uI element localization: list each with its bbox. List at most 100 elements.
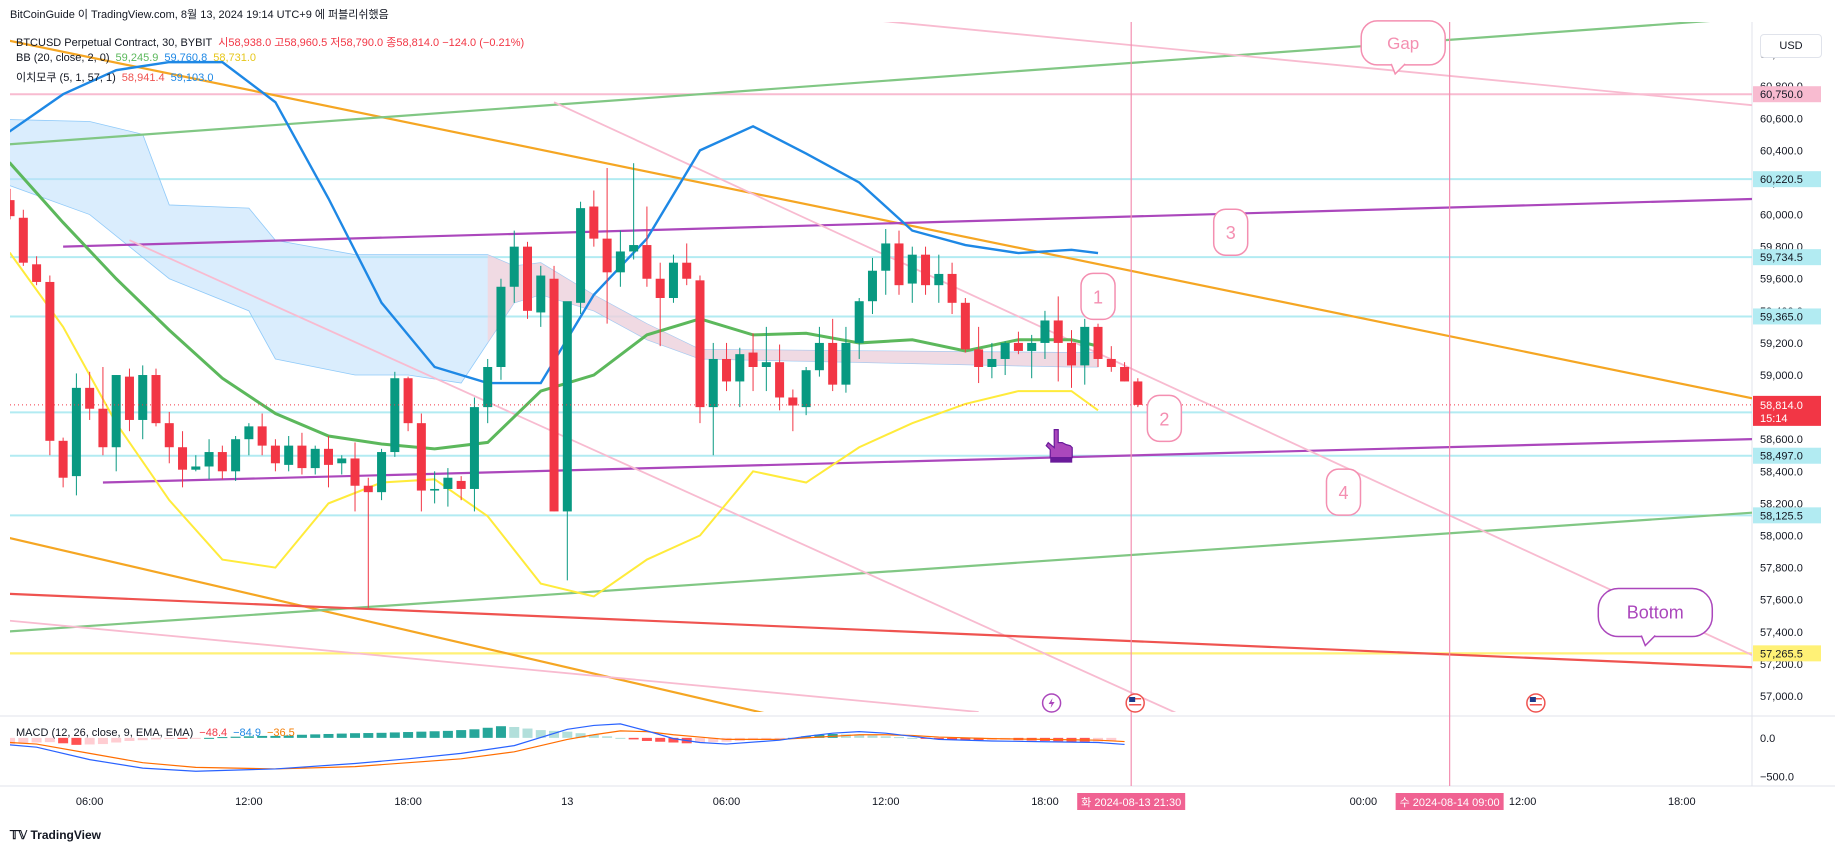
price-tick-label: 58,600.0 bbox=[1760, 434, 1803, 446]
candle-up bbox=[204, 452, 214, 467]
macd-histogram-bar bbox=[549, 730, 560, 738]
macd-histogram-bar bbox=[947, 737, 958, 740]
bb-label[interactable]: BB (20, close, 2, 0) bbox=[16, 52, 110, 64]
macd-histogram-bar bbox=[323, 733, 334, 738]
candle-down bbox=[722, 358, 732, 382]
candle-up bbox=[469, 407, 479, 489]
bottom-label: Bottom bbox=[1627, 603, 1684, 623]
wave-label-3: 3 bbox=[1226, 223, 1236, 243]
candle-down bbox=[257, 426, 267, 446]
us-flag-event-icon bbox=[1526, 693, 1546, 713]
level-price-badge bbox=[1753, 645, 1821, 662]
macd-line bbox=[10, 723, 1125, 772]
candle-up bbox=[814, 342, 824, 371]
level-price-label: 59,734.5 bbox=[1760, 252, 1803, 264]
macd-histogram-bar bbox=[217, 737, 228, 739]
candle-down bbox=[1106, 358, 1116, 367]
candle-down bbox=[10, 200, 15, 217]
bottom-callout-tail bbox=[1640, 634, 1656, 647]
trend-line-pink bbox=[553, 101, 1752, 656]
ichimoku-legend: 이치모쿠 (5, 1, 57, 1) 58,941.4 59,103.0 bbox=[16, 69, 219, 85]
flag-stripe bbox=[1129, 704, 1142, 706]
candle-down bbox=[323, 448, 333, 465]
tradingview-logo[interactable]: 𝕋𝕍 TradingView bbox=[10, 828, 101, 842]
level-price-badge bbox=[1753, 86, 1821, 103]
macd-histogram-bar bbox=[429, 731, 440, 738]
level-price-label: 60,750.0 bbox=[1760, 89, 1803, 101]
candle-down bbox=[523, 246, 533, 311]
macd-label[interactable]: MACD (12, 26, close, 9, EMA, EMA) bbox=[16, 727, 194, 739]
price-tick-label: 59,000.0 bbox=[1760, 370, 1803, 382]
macd-histogram-bar bbox=[973, 737, 984, 741]
candle-up bbox=[390, 378, 400, 453]
candle-up bbox=[284, 445, 294, 465]
ichimoku-label[interactable]: 이치모쿠 (5, 1, 57, 1) bbox=[16, 72, 116, 84]
candle-up bbox=[111, 375, 121, 448]
currency-button[interactable]: USD bbox=[1760, 34, 1822, 58]
ichimoku-cloud-bearish bbox=[487, 254, 1099, 367]
macd-histogram-bar bbox=[389, 732, 400, 738]
candle-down bbox=[98, 408, 108, 448]
candle-down bbox=[589, 206, 599, 239]
bb-basis-line bbox=[10, 161, 1099, 451]
candle-up bbox=[907, 254, 917, 284]
candle-down bbox=[32, 264, 42, 282]
candle-down bbox=[682, 262, 692, 279]
candle-down bbox=[297, 445, 307, 469]
candle-down bbox=[642, 245, 652, 279]
macd-histogram-bar bbox=[482, 727, 493, 738]
level-price-label: 60,220.5 bbox=[1760, 174, 1803, 186]
flag-canton bbox=[1129, 697, 1136, 702]
macd-histogram-bar bbox=[44, 737, 55, 743]
candle-down bbox=[788, 397, 798, 406]
macd-tick-label: −500.0 bbox=[1760, 772, 1794, 784]
macd-histogram-bar bbox=[111, 737, 122, 743]
macd-histogram-bar bbox=[124, 737, 135, 741]
wave-label-box bbox=[1080, 272, 1116, 321]
candle-down bbox=[0, 197, 1, 200]
price-tick-label: 57,200.0 bbox=[1760, 659, 1803, 671]
macd-histogram-bar bbox=[151, 737, 161, 740]
macd-histogram-bar bbox=[588, 734, 599, 738]
candle-down bbox=[403, 378, 413, 424]
trend-line-orange bbox=[10, 537, 765, 712]
level-price-label: 59,365.0 bbox=[1760, 311, 1803, 323]
ichimoku-value-1: 58,941.4 bbox=[121, 72, 165, 84]
price-tick-label: 60,000.0 bbox=[1760, 210, 1803, 222]
tradingview-logo-icon: 𝕋𝕍 bbox=[10, 828, 28, 842]
candle-up bbox=[310, 448, 320, 469]
macd-histogram-bar bbox=[456, 730, 467, 738]
flag-stripe bbox=[1529, 707, 1542, 709]
candle-up bbox=[562, 301, 572, 512]
macd-histogram-bar bbox=[204, 737, 215, 739]
candle-down bbox=[350, 458, 360, 486]
time-marker-label: 화 2024-08-13 21:30 bbox=[1081, 796, 1181, 809]
tradingview-label: TradingView bbox=[30, 828, 101, 842]
candle-down bbox=[828, 342, 838, 385]
candle-up bbox=[71, 387, 81, 477]
trend-line-green bbox=[10, 511, 1752, 633]
macd-histogram-bar bbox=[774, 737, 785, 739]
macd-histogram-bar bbox=[880, 736, 891, 738]
us-flag-event-icon bbox=[1125, 693, 1145, 713]
candle-down bbox=[960, 302, 970, 350]
macd-histogram-bar bbox=[230, 736, 241, 738]
macd-histogram-bar bbox=[602, 736, 613, 738]
candle-up bbox=[761, 362, 771, 367]
last-price-label: 58,814.0 bbox=[1760, 400, 1803, 412]
macd-histogram-bar bbox=[933, 737, 944, 740]
macd-histogram-bar bbox=[469, 729, 480, 738]
time-tick-label: 06:00 bbox=[76, 796, 104, 808]
time-marker-badge bbox=[1395, 793, 1504, 810]
candle-up bbox=[1040, 320, 1050, 343]
symbol-label[interactable]: BTCUSD Perpetual Contract, 30, BYBIT bbox=[16, 37, 213, 49]
macd-value-1: −48.4 bbox=[199, 727, 228, 739]
trend-line-green bbox=[10, 22, 1711, 146]
flag-canton bbox=[1529, 697, 1536, 702]
macd-histogram-bar bbox=[960, 737, 971, 741]
candle-up bbox=[934, 273, 944, 286]
candle-up bbox=[377, 452, 387, 493]
bb-legend: BB (20, close, 2, 0) 59,245.9 59,760.8 58,7… bbox=[16, 52, 262, 64]
level-price-label: 57,265.5 bbox=[1760, 648, 1803, 660]
